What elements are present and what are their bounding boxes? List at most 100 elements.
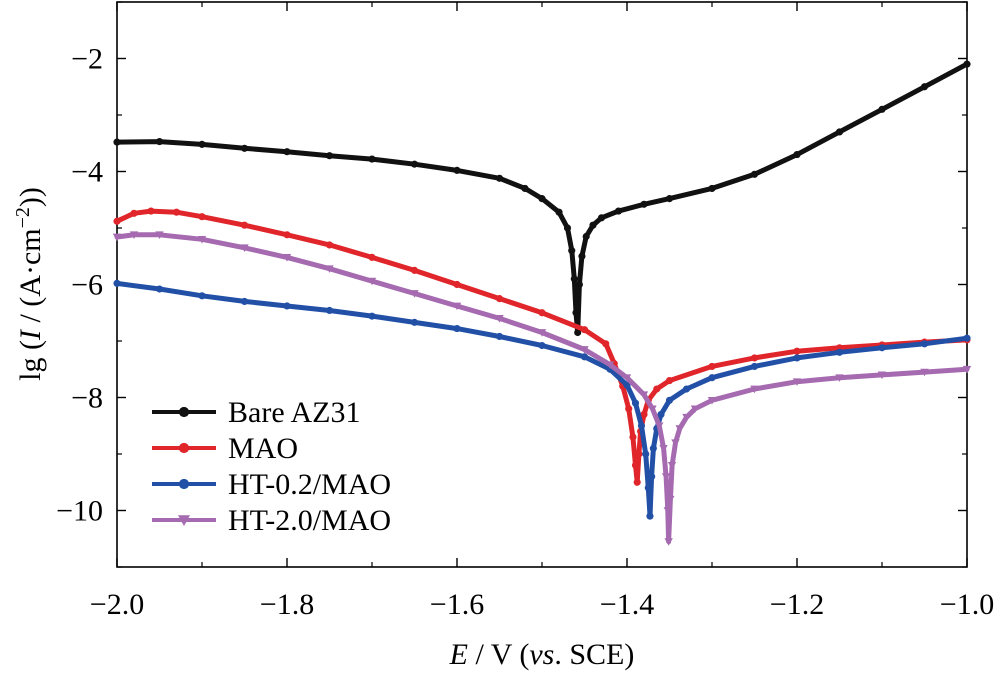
data-point: [649, 444, 657, 452]
y-axis-title-mid: / (A·cm: [14, 228, 47, 330]
axis-ticks: −2.0 −1.8 −1.6 −1.4 −1.2 −1.0 −10 −8 −6 −4 −2: [56, 1, 994, 621]
data-point: [665, 396, 674, 404]
data-point: [410, 266, 419, 274]
data-point: [793, 354, 801, 362]
data-point: [664, 538, 673, 546]
data-point: [240, 144, 249, 152]
data-point: [283, 231, 291, 239]
data-point: [521, 184, 529, 193]
data-point: [582, 232, 590, 241]
data-point: [283, 302, 291, 310]
series-line: [114, 208, 970, 485]
data-point: [325, 265, 334, 273]
x-tick-label: −2.0: [90, 588, 144, 621]
data-point: [640, 410, 648, 419]
data-point: [453, 166, 461, 174]
data-point: [835, 348, 844, 356]
data-point: [572, 309, 580, 317]
data-point: [633, 478, 641, 486]
x-tick-label: −1.4: [600, 588, 654, 621]
data-point: [198, 140, 206, 148]
data-point: [878, 344, 886, 352]
legend-marker: [178, 406, 190, 418]
series-group: [112, 60, 972, 546]
legend-marker: [178, 478, 190, 490]
data-point: [614, 207, 623, 215]
data-point: [644, 484, 652, 492]
y-axis-title-sup: −2: [12, 207, 34, 228]
data-point: [113, 279, 121, 287]
data-point: [637, 422, 646, 430]
data-point: [962, 365, 972, 374]
y-tick-label: −2: [71, 43, 103, 76]
legend-item: HT-0.2/MAO: [152, 468, 391, 501]
data-point: [629, 433, 637, 441]
legend-item: Bare AZ31: [152, 396, 360, 429]
data-point: [155, 137, 164, 146]
data-point: [666, 495, 675, 504]
legend-label: Bare AZ31: [228, 396, 360, 429]
data-point: [198, 292, 206, 300]
data-point: [646, 512, 654, 520]
data-point: [495, 295, 504, 303]
y-tick-label: −6: [71, 269, 103, 302]
data-point: [675, 425, 684, 433]
data-point: [835, 374, 844, 382]
data-point: [605, 361, 615, 369]
data-point: [580, 353, 589, 361]
data-point: [368, 155, 376, 163]
data-point: [555, 208, 563, 216]
data-point: [750, 385, 759, 394]
legend-item: HT-2.0/MAO: [152, 504, 391, 537]
data-point: [623, 381, 631, 389]
data-point: [538, 195, 546, 203]
x-tick-label: −1.2: [770, 588, 824, 621]
data-point: [538, 309, 546, 317]
series-4: [112, 231, 972, 546]
data-point: [575, 280, 583, 289]
data-point: [129, 231, 139, 239]
data-point: [920, 340, 929, 348]
data-point: [410, 160, 419, 168]
data-point: [835, 128, 844, 136]
series-3: [113, 279, 971, 520]
data-point: [368, 253, 376, 261]
data-point: [453, 280, 461, 289]
legend-item: MAO: [152, 432, 298, 465]
data-point: [197, 235, 207, 244]
y-tick-label: −10: [56, 495, 103, 528]
data-point: [663, 507, 672, 515]
data-point: [708, 184, 716, 193]
data-point: [648, 473, 656, 481]
data-point: [130, 209, 138, 217]
data-point: [793, 150, 801, 159]
data-point: [878, 105, 886, 113]
data-point: [574, 328, 582, 337]
data-point: [750, 354, 759, 362]
data-point: [655, 422, 664, 430]
data-point: [640, 200, 648, 208]
legend-label: HT-0.2/MAO: [228, 468, 391, 501]
data-point: [283, 148, 291, 156]
data-point: [578, 252, 586, 260]
data-point: [661, 473, 671, 481]
data-point: [589, 221, 597, 229]
y-axis-title-italic: I: [14, 328, 47, 341]
data-point: [495, 315, 504, 323]
data-point: [648, 405, 657, 413]
data-point: [113, 138, 121, 146]
data-point: [659, 444, 668, 453]
data-point: [240, 221, 249, 229]
data-point: [792, 378, 802, 386]
data-point: [665, 195, 674, 203]
data-point: [495, 174, 504, 182]
data-point: [657, 410, 665, 419]
data-point: [653, 385, 661, 393]
x-tick-label: −1.6: [430, 588, 484, 621]
data-point: [690, 405, 700, 413]
data-point: [665, 376, 674, 385]
y-axis-title-pre: lg (: [14, 340, 47, 381]
data-point: [750, 170, 759, 178]
data-point: [682, 385, 691, 393]
